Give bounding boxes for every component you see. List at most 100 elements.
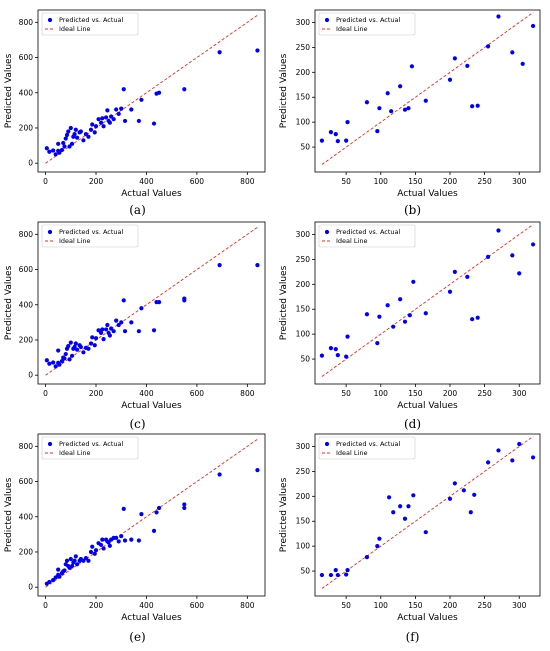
- data-point: [333, 347, 338, 352]
- legend-label-points: Predicted vs. Actual: [59, 16, 124, 24]
- x-tick-label: 200: [443, 601, 458, 610]
- data-point: [398, 84, 403, 89]
- data-point: [423, 98, 428, 103]
- data-point: [78, 344, 83, 350]
- legend-box: [41, 224, 139, 248]
- scatter-plot-c: 0 200 400 600 800 0 200 400 600 800 Actual Values P…: [4, 221, 266, 411]
- x-tick-label: 400: [139, 601, 154, 610]
- y-tick-label: 400: [19, 300, 34, 309]
- data-point: [116, 111, 121, 116]
- data-point: [90, 335, 95, 340]
- data-point: [156, 300, 162, 305]
- data-point: [63, 136, 68, 141]
- data-point: [56, 348, 61, 353]
- scatter-plot-a: 0 200 400 600 800 0 200 400 600 800 Actual Values P…: [4, 9, 266, 199]
- data-point: [86, 346, 91, 351]
- data-point: [402, 516, 408, 521]
- data-point: [107, 543, 112, 548]
- data-point: [57, 362, 62, 367]
- plot-area: [44, 438, 260, 588]
- data-point: [156, 90, 162, 95]
- panel-caption-d: (d): [403, 417, 422, 431]
- data-point: [530, 455, 536, 460]
- chart-panel-a: 0 200 400 600 800 0 200 400 600 800 Actual Values P…: [0, 0, 275, 204]
- x-tick-label: 200: [443, 389, 458, 398]
- x-axis-label: Actual Values: [397, 189, 458, 199]
- data-point: [139, 306, 144, 311]
- data-point: [510, 50, 515, 55]
- legend-label-ideal: Ideal Line: [59, 25, 90, 33]
- x-tick-label: 800: [240, 601, 255, 610]
- data-point: [88, 549, 94, 555]
- data-point: [406, 504, 411, 509]
- x-tick-label: 600: [190, 389, 205, 398]
- data-point: [510, 253, 515, 258]
- y-tick-label: 800: [19, 230, 34, 239]
- data-point: [411, 279, 416, 284]
- panel-caption-b: (b): [403, 203, 422, 217]
- data-point: [78, 129, 83, 134]
- y-axis-label: Predicted Values: [4, 265, 14, 340]
- data-point: [496, 448, 501, 453]
- data-point: [407, 313, 412, 318]
- data-point: [88, 127, 94, 132]
- y-tick-label: 250: [296, 255, 311, 264]
- data-point: [470, 317, 475, 322]
- data-point: [100, 327, 105, 332]
- legend-label-points: Predicted vs. Actual: [336, 440, 401, 448]
- chart-panel-d: 50 100 150 200 250 300 50 100 150 200 250 300 Actual…: [275, 212, 550, 421]
- y-tick-label: 600: [19, 53, 34, 62]
- data-point: [391, 324, 396, 329]
- data-point: [255, 48, 260, 53]
- data-point: [409, 64, 415, 69]
- x-tick-label: 300: [512, 177, 527, 186]
- data-point: [72, 344, 77, 350]
- data-point: [101, 124, 106, 129]
- legend-label-ideal: Ideal Line: [336, 25, 367, 33]
- data-point: [377, 314, 382, 319]
- data-point: [517, 271, 522, 276]
- data-point: [517, 441, 522, 447]
- scatter-plot-e: 0 200 400 600 800 0 200 400 600 800 Actual Values P…: [4, 433, 266, 623]
- data-point: [377, 106, 382, 111]
- x-axis-label: Actual Values: [121, 189, 182, 199]
- plot-frame: [314, 433, 541, 597]
- data-point: [377, 536, 382, 541]
- plot-area: [44, 226, 260, 376]
- panel-caption-a: (a): [129, 203, 146, 217]
- data-point: [67, 144, 72, 149]
- x-tick-label: 50: [341, 389, 351, 398]
- data-point: [59, 147, 65, 153]
- y-tick-label: 50: [300, 355, 310, 364]
- data-point: [111, 117, 116, 122]
- data-point: [116, 539, 121, 544]
- data-point: [182, 502, 187, 507]
- data-point: [328, 572, 334, 578]
- data-point: [47, 361, 52, 366]
- data-point: [154, 510, 159, 515]
- data-point: [101, 546, 106, 551]
- x-tick-label: 200: [89, 389, 104, 398]
- chart-panel-c: 0 200 400 600 800 0 200 400 600 800 Actual Values P…: [0, 212, 275, 421]
- data-point: [53, 575, 58, 580]
- data-point: [217, 50, 222, 55]
- plot-area: [319, 224, 536, 377]
- x-tick-label: 200: [89, 601, 104, 610]
- ideal-line: [45, 438, 258, 588]
- scatter-plot-d: 50 100 150 200 250 300 50 100 150 200 250 300 Actual…: [279, 221, 541, 411]
- x-tick-label: 150: [408, 389, 423, 398]
- data-point: [51, 578, 56, 583]
- data-point: [66, 129, 71, 134]
- data-point: [93, 548, 99, 553]
- y-tick-label: 100: [296, 118, 311, 127]
- data-point: [93, 124, 99, 129]
- data-point: [47, 579, 52, 585]
- data-point: [107, 120, 112, 125]
- data-point: [51, 148, 56, 153]
- y-tick-label: 400: [19, 512, 34, 521]
- data-point: [116, 322, 121, 328]
- y-tick-label: 150: [296, 517, 311, 526]
- data-point: [530, 23, 536, 29]
- y-tick-label: 0: [28, 159, 33, 168]
